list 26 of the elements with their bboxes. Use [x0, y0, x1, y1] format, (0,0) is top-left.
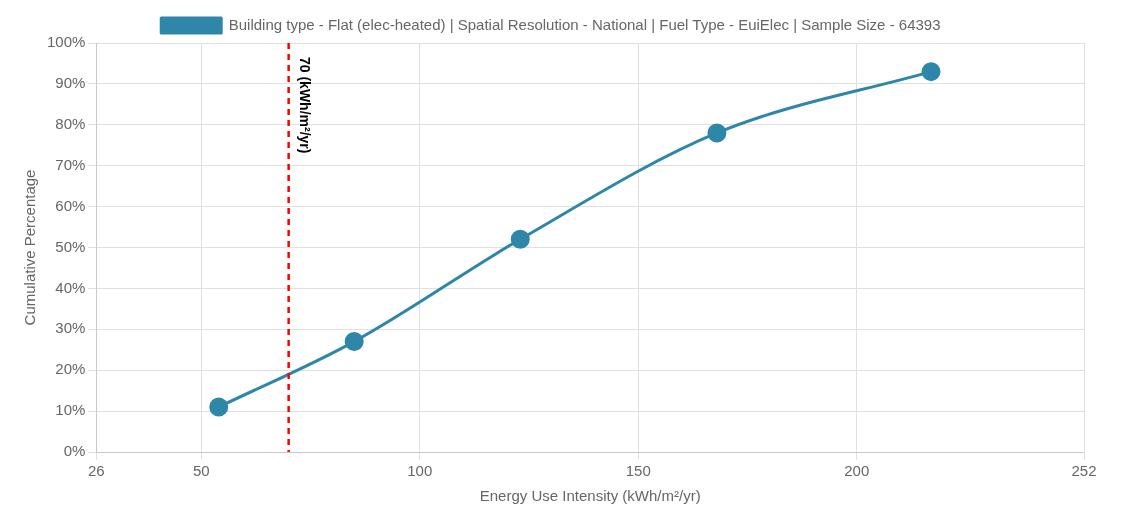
y-tick-label: 90% — [55, 74, 86, 92]
y-tick-label: 100% — [46, 33, 86, 51]
y-tick-label: 40% — [55, 278, 86, 296]
x-tick-label: 50 — [192, 462, 210, 480]
point — [510, 229, 530, 249]
x-tick-label: 150 — [625, 462, 651, 480]
x-tick-label: 26 — [88, 462, 105, 480]
y-axis-title: Cumulative Percentage — [21, 169, 39, 326]
point — [344, 332, 364, 352]
y-tick-label: 30% — [55, 319, 86, 337]
ref-line-label: 70 (kWh/m²/yr) — [296, 57, 313, 154]
x-tick-label: 100 — [407, 462, 433, 480]
point — [707, 123, 727, 143]
y-tick-label: 20% — [55, 360, 86, 378]
x-axis-title: Energy Use Intensity (kWh/m²/yr) — [479, 487, 701, 505]
legend-label: Building type - Flat (elec-heated) | Spatial Resolution - National | Fuel Type - EuiElec | Sample Size - 64393 — [228, 15, 941, 33]
point — [921, 62, 941, 82]
point — [209, 397, 229, 417]
y-tick-label: 80% — [55, 114, 86, 132]
x-tick-label: 200 — [844, 462, 870, 480]
y-tick-label: 70% — [55, 155, 86, 173]
y-tick-label: 60% — [55, 196, 86, 214]
x-tick-label: 252 — [1071, 462, 1097, 480]
y-tick-label: 10% — [55, 401, 86, 419]
y-tick-label: 50% — [55, 237, 86, 255]
y-tick-label: 0% — [63, 442, 86, 460]
